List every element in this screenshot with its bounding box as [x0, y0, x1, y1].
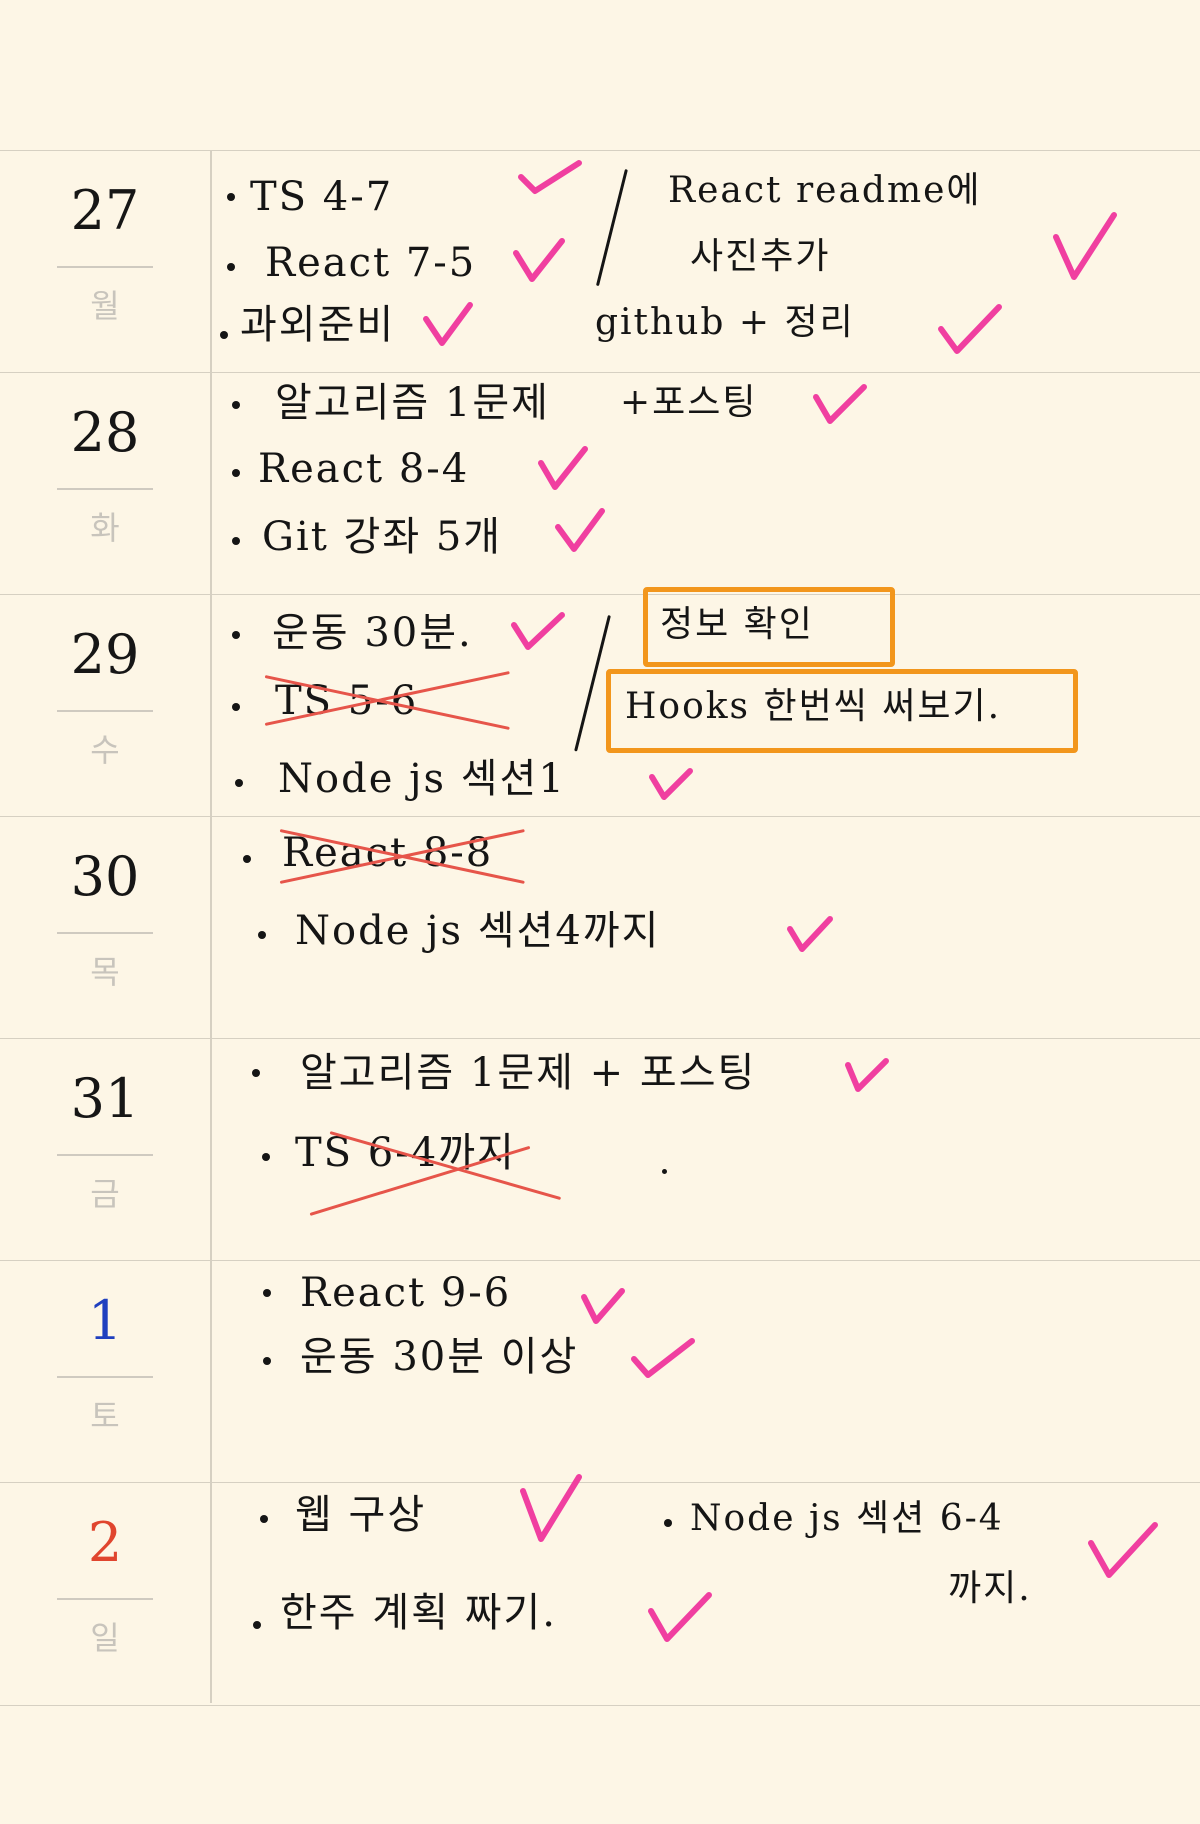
ink-dot [662, 1169, 667, 1174]
date-underline [57, 1376, 153, 1378]
bullet-icon [227, 193, 235, 201]
checkmark-icon [631, 1338, 695, 1378]
bullet-icon [232, 703, 240, 711]
date-cell: 2 일 [55, 1483, 155, 1705]
date-number: 31 [70, 1067, 140, 1130]
checkmark-icon [1088, 1522, 1158, 1578]
weekday-label: 화 [90, 509, 120, 547]
weekday-label: 수 [90, 731, 120, 769]
day-row-30: 30 목 React 8-8 Node js 섹션4까지 [0, 816, 1200, 1039]
checkmark-icon [813, 384, 867, 424]
task-item: TS 4-7 [250, 174, 394, 220]
checkmark-icon [538, 446, 588, 490]
checkmark-icon [1053, 212, 1117, 280]
bullet-icon [252, 1069, 260, 1077]
checkmark-icon [845, 1058, 889, 1092]
date-underline [57, 266, 153, 268]
task-item: React readme에 [668, 170, 982, 211]
date-cell: 31 금 [55, 1039, 155, 1261]
day-row-27: 27 월 TS 4-7 React 7-5 과외준비 React readme에… [0, 150, 1200, 373]
checkmark-icon [555, 508, 605, 552]
column-divider [210, 150, 212, 1703]
highlight-box [606, 669, 1078, 753]
bullet-icon [232, 401, 240, 409]
checkmark-icon [648, 1592, 712, 1642]
bullet-icon [235, 779, 243, 787]
weekday-label: 목 [90, 953, 120, 991]
task-item: 알고리즘 1문제 [275, 380, 550, 426]
day-row-2: 2 일 웹 구상 한주 계획 짜기. Node js 섹션 6-4 까지. [0, 1474, 1200, 1706]
date-cell: 29 수 [55, 595, 155, 817]
task-item: 웹 구상 [295, 1492, 427, 1538]
task-item: 까지. [948, 1568, 1032, 1609]
task-item: 운동 30분 이상 [300, 1334, 579, 1380]
task-item: +포스팅 [620, 382, 758, 423]
bullet-icon [262, 1153, 270, 1161]
date-underline [57, 932, 153, 934]
date-number: 29 [70, 623, 140, 686]
weekday-label: 월 [90, 287, 120, 325]
task-item: Git 강좌 5개 [262, 514, 503, 560]
task-item: github + 정리 [595, 302, 855, 343]
date-number: 28 [70, 401, 140, 464]
checkmark-icon [511, 612, 565, 650]
bullet-icon [253, 1621, 261, 1629]
bullet-icon [258, 931, 266, 939]
task-item: React 7-5 [265, 240, 477, 286]
bullet-icon [232, 537, 240, 545]
date-number: 30 [70, 845, 140, 908]
task-item: Hooks 한번씩 써보기. [625, 686, 1002, 727]
checkmark-icon [938, 304, 1002, 354]
date-number: 27 [70, 179, 140, 242]
weekday-label: 금 [90, 1175, 120, 1213]
bullet-icon [260, 1515, 268, 1523]
task-item: 과외준비 [240, 302, 396, 348]
bullet-icon [664, 1519, 672, 1527]
highlight-box [643, 587, 895, 667]
task-item: React 8-4 [258, 446, 470, 492]
task-item: Node js 섹션1 [278, 756, 566, 802]
date-underline [57, 1598, 153, 1600]
date-underline [57, 1154, 153, 1156]
task-item: 한주 계획 짜기. [280, 1590, 557, 1636]
checkmark-icon [518, 160, 582, 194]
task-item: 정보 확인 [660, 604, 814, 645]
weekday-label: 토 [90, 1397, 120, 1435]
weekday-label: 일 [90, 1619, 120, 1657]
bullet-icon [227, 263, 235, 271]
checkmark-icon [520, 1474, 582, 1542]
checkmark-icon [787, 916, 833, 952]
bullet-icon [243, 855, 251, 863]
date-cell: 28 화 [55, 373, 155, 595]
date-number: 2 [87, 1511, 123, 1574]
day-row-1: 1 토 React 9-6 운동 30분 이상 [0, 1260, 1200, 1483]
task-item: 사진추가 [690, 236, 831, 277]
date-underline [57, 710, 153, 712]
task-item: 알고리즘 1문제 + 포스팅 [300, 1050, 757, 1096]
task-item: Node js 섹션4까지 [295, 908, 661, 954]
date-cell: 1 토 [55, 1261, 155, 1483]
task-item: React 9-6 [300, 1270, 512, 1316]
task-item: 운동 30분. [272, 610, 473, 656]
divider-slash [595, 169, 628, 287]
checkmark-icon [649, 768, 693, 800]
bullet-icon [263, 1357, 271, 1365]
checkmark-icon [513, 238, 565, 282]
checkmark-icon [423, 302, 473, 346]
day-row-28: 28 화 알고리즘 1문제 +포스팅 React 8-4 Git 강좌 5개 [0, 372, 1200, 595]
date-number: 1 [87, 1289, 123, 1352]
bullet-icon [232, 631, 240, 639]
date-cell: 27 월 [55, 151, 155, 373]
day-row-29: 29 수 운동 30분. TS 5-6 Node js 섹션1 정보 확인 Ho… [0, 587, 1200, 817]
task-item: Node js 섹션 6-4 [690, 1498, 1004, 1539]
date-underline [57, 488, 153, 490]
bullet-icon [263, 1289, 271, 1297]
bullet-icon [232, 469, 240, 477]
bullet-icon [220, 331, 228, 339]
checkmark-icon [581, 1288, 625, 1324]
day-row-31: 31 금 알고리즘 1문제 + 포스팅 TS 6-4까지 [0, 1038, 1200, 1261]
date-cell: 30 목 [55, 817, 155, 1039]
